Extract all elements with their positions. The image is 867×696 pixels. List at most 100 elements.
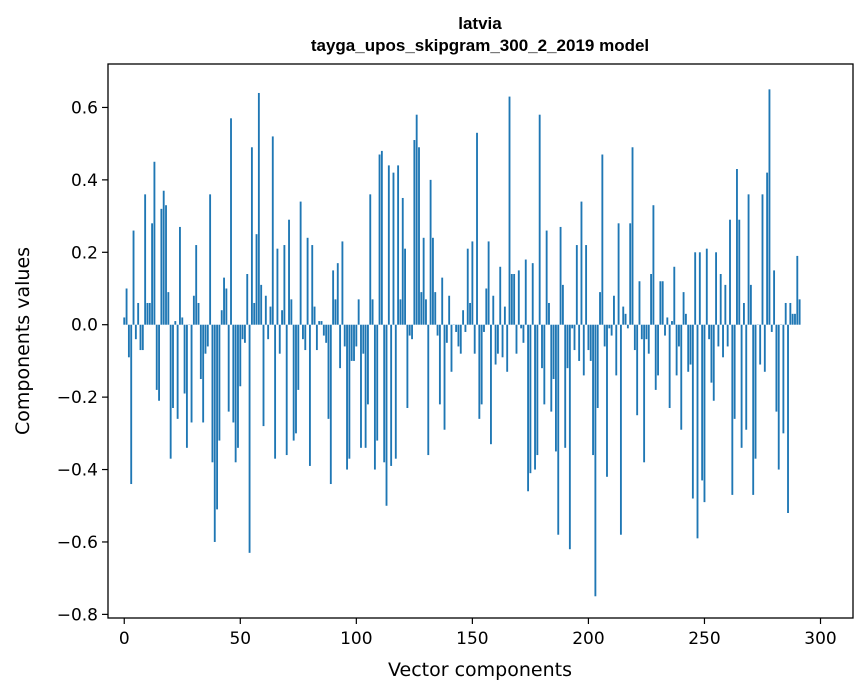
bar-104 — [364, 324, 367, 448]
bar-245 — [691, 324, 694, 499]
bar-243 — [687, 324, 690, 372]
bar-119 — [399, 299, 402, 325]
bar-85 — [320, 321, 323, 325]
bar-261 — [729, 219, 731, 325]
bar-61 — [264, 295, 267, 325]
bar-79 — [306, 237, 309, 325]
bar-41 — [218, 324, 221, 441]
bar-189 — [561, 284, 564, 325]
bar-264 — [736, 169, 738, 325]
y-axis-label: Components values — [12, 247, 34, 435]
bar-45 — [227, 324, 230, 412]
bar-251 — [705, 248, 708, 325]
bar-19 — [167, 292, 170, 325]
bar-46 — [230, 118, 232, 325]
bar-56 — [253, 302, 256, 325]
bar-27 — [185, 324, 188, 448]
bar-191 — [566, 324, 569, 369]
bar-71 — [288, 219, 290, 325]
bar-158 — [490, 324, 492, 445]
bar-131 — [427, 324, 430, 456]
bar-218 — [629, 223, 632, 325]
bar-115 — [390, 324, 393, 466]
bar-254 — [712, 324, 715, 401]
x-tick-label: 300 — [804, 629, 836, 649]
bar-248 — [698, 252, 701, 325]
bar-183 — [548, 302, 550, 325]
bar-124 — [411, 324, 413, 340]
bar-160 — [494, 324, 497, 365]
y-tick-label: 0.0 — [71, 316, 98, 336]
bar-49 — [237, 324, 239, 448]
bar-80 — [308, 324, 311, 466]
bar-133 — [431, 237, 434, 325]
bar-204 — [596, 324, 599, 408]
bar-247 — [696, 324, 699, 539]
bar-215 — [622, 306, 625, 325]
bar-172 — [522, 324, 525, 343]
bar-47 — [232, 324, 235, 423]
bar-146 — [462, 310, 465, 325]
bar-50 — [239, 324, 242, 387]
bar-289 — [794, 313, 796, 325]
bar-176 — [531, 263, 534, 325]
bar-97 — [348, 324, 351, 459]
bar-7 — [139, 324, 142, 351]
bar-53 — [246, 274, 249, 325]
bar-113 — [385, 324, 388, 506]
bar-155 — [483, 324, 485, 332]
y-tick-label: 0.6 — [71, 98, 98, 118]
bar-190 — [564, 324, 567, 448]
x-axis-label: Vector components — [388, 659, 572, 681]
bar-103 — [362, 324, 365, 354]
bar-21 — [172, 324, 174, 408]
bar-288 — [791, 313, 794, 325]
bar-147 — [464, 324, 467, 332]
bar-24 — [179, 226, 181, 325]
bar-253 — [710, 324, 713, 383]
bar-110 — [378, 154, 381, 325]
bar-13 — [153, 161, 156, 325]
bar-1 — [125, 288, 128, 325]
bar-229 — [654, 324, 657, 390]
x-axis: 0 50 100 150 200 250 300 — [119, 618, 837, 649]
bar-68 — [281, 310, 283, 325]
bar-228 — [652, 205, 655, 325]
bar-48 — [234, 324, 237, 463]
bar-161 — [496, 324, 499, 354]
bar-167 — [510, 274, 513, 325]
bar-235 — [668, 324, 671, 408]
bar-35 — [204, 324, 207, 354]
bar-205 — [599, 292, 601, 325]
bar-31 — [195, 245, 198, 325]
bar-282 — [777, 324, 780, 470]
bar-16 — [160, 208, 163, 325]
bar-169 — [515, 324, 518, 354]
bar-111 — [380, 150, 383, 325]
bar-94 — [341, 241, 344, 325]
bar-69 — [283, 245, 286, 325]
bar-88 — [327, 324, 330, 419]
bar-262 — [731, 324, 734, 495]
bar-184 — [550, 324, 553, 412]
bar-114 — [387, 165, 390, 325]
bar-6 — [137, 302, 140, 325]
bar-267 — [742, 302, 745, 325]
bar-43 — [223, 277, 225, 325]
bar-230 — [657, 324, 659, 376]
bar-140 — [448, 295, 451, 325]
bar-206 — [601, 154, 604, 325]
bar-84 — [318, 321, 321, 325]
bar-268 — [745, 324, 748, 430]
bar-51 — [241, 324, 244, 340]
bar-208 — [606, 324, 608, 477]
bar-141 — [450, 324, 453, 372]
bar-249 — [701, 324, 704, 481]
y-tick-label: −0.4 — [57, 461, 98, 481]
bar-187 — [557, 324, 560, 535]
bar-269 — [747, 194, 750, 325]
y-axis: −0.8 −0.6 −0.4 −0.2 0.0 0.2 0.4 0.6 — [57, 98, 108, 625]
bar-276 — [763, 324, 766, 372]
bar-123 — [408, 324, 411, 336]
bar-30 — [192, 295, 195, 325]
